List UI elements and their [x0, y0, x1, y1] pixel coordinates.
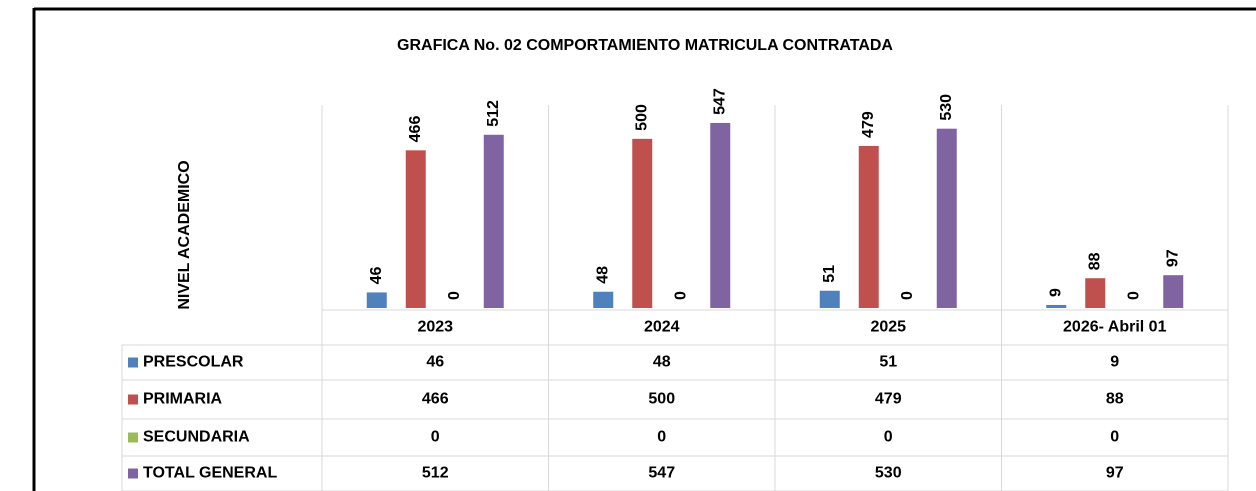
bar	[483, 134, 504, 308]
legend-label: SECUNDARIA	[143, 429, 250, 446]
legend-swatch	[128, 468, 138, 479]
data-label: 0	[672, 291, 689, 300]
data-label: 530	[938, 94, 955, 121]
bar	[1046, 304, 1067, 308]
table-cell: 9	[1110, 354, 1119, 371]
data-label: 46	[368, 267, 385, 285]
x-tick-label: 2024	[644, 319, 680, 336]
table-cell: 0	[657, 429, 666, 446]
bar	[632, 138, 653, 308]
bar	[593, 291, 614, 308]
data-label: 51	[821, 265, 838, 283]
table-cell: 46	[426, 354, 444, 371]
table-cell: 479	[875, 391, 902, 408]
bar	[936, 128, 957, 308]
data-label: 97	[1164, 249, 1181, 267]
table-cell: 97	[1106, 465, 1124, 482]
table-cell: 0	[431, 429, 440, 446]
chart-title: GRAFICA No. 02 COMPORTAMIENTO MATRICULA …	[397, 37, 893, 54]
table-cell: 512	[422, 465, 449, 482]
table-cell: 547	[648, 465, 675, 482]
x-tick-label: 2026- Abril 01	[1063, 319, 1167, 336]
data-label: 512	[485, 100, 502, 127]
bar	[1163, 275, 1184, 308]
data-label: 500	[633, 104, 650, 131]
legend-swatch	[128, 394, 138, 405]
legend-swatch	[128, 357, 138, 368]
data-label: 547	[711, 88, 728, 115]
legend-swatch	[128, 432, 138, 443]
bar	[819, 290, 840, 308]
table-cell: 530	[875, 465, 902, 482]
data-label: 466	[407, 116, 424, 143]
table-cell: 51	[879, 354, 897, 371]
bar	[1085, 278, 1106, 308]
bar	[366, 292, 387, 308]
bar	[405, 150, 426, 308]
legend-label: PRIMARIA	[143, 391, 223, 408]
legend-label: PRESCOLAR	[143, 354, 244, 371]
table-cell: 0	[884, 429, 893, 446]
data-label: 0	[899, 291, 916, 300]
y-axis-label: NIVEL ACADEMICO	[176, 160, 193, 309]
table-cell: 0	[1110, 429, 1119, 446]
bar	[858, 145, 879, 308]
data-label: 88	[1086, 252, 1103, 270]
data-label: 0	[1125, 291, 1142, 300]
table-cell: 88	[1106, 391, 1124, 408]
table-cell: 466	[422, 391, 449, 408]
table-cell: 500	[648, 391, 675, 408]
data-label: 0	[446, 291, 463, 300]
x-tick-label: 2025	[870, 319, 906, 336]
data-label: 9	[1047, 288, 1064, 297]
data-label: 48	[594, 266, 611, 284]
x-tick-label: 2023	[417, 319, 453, 336]
table-cell: 48	[653, 354, 671, 371]
bar	[710, 122, 731, 308]
legend-label: TOTAL GENERAL	[143, 465, 277, 482]
data-label: 479	[860, 111, 877, 138]
